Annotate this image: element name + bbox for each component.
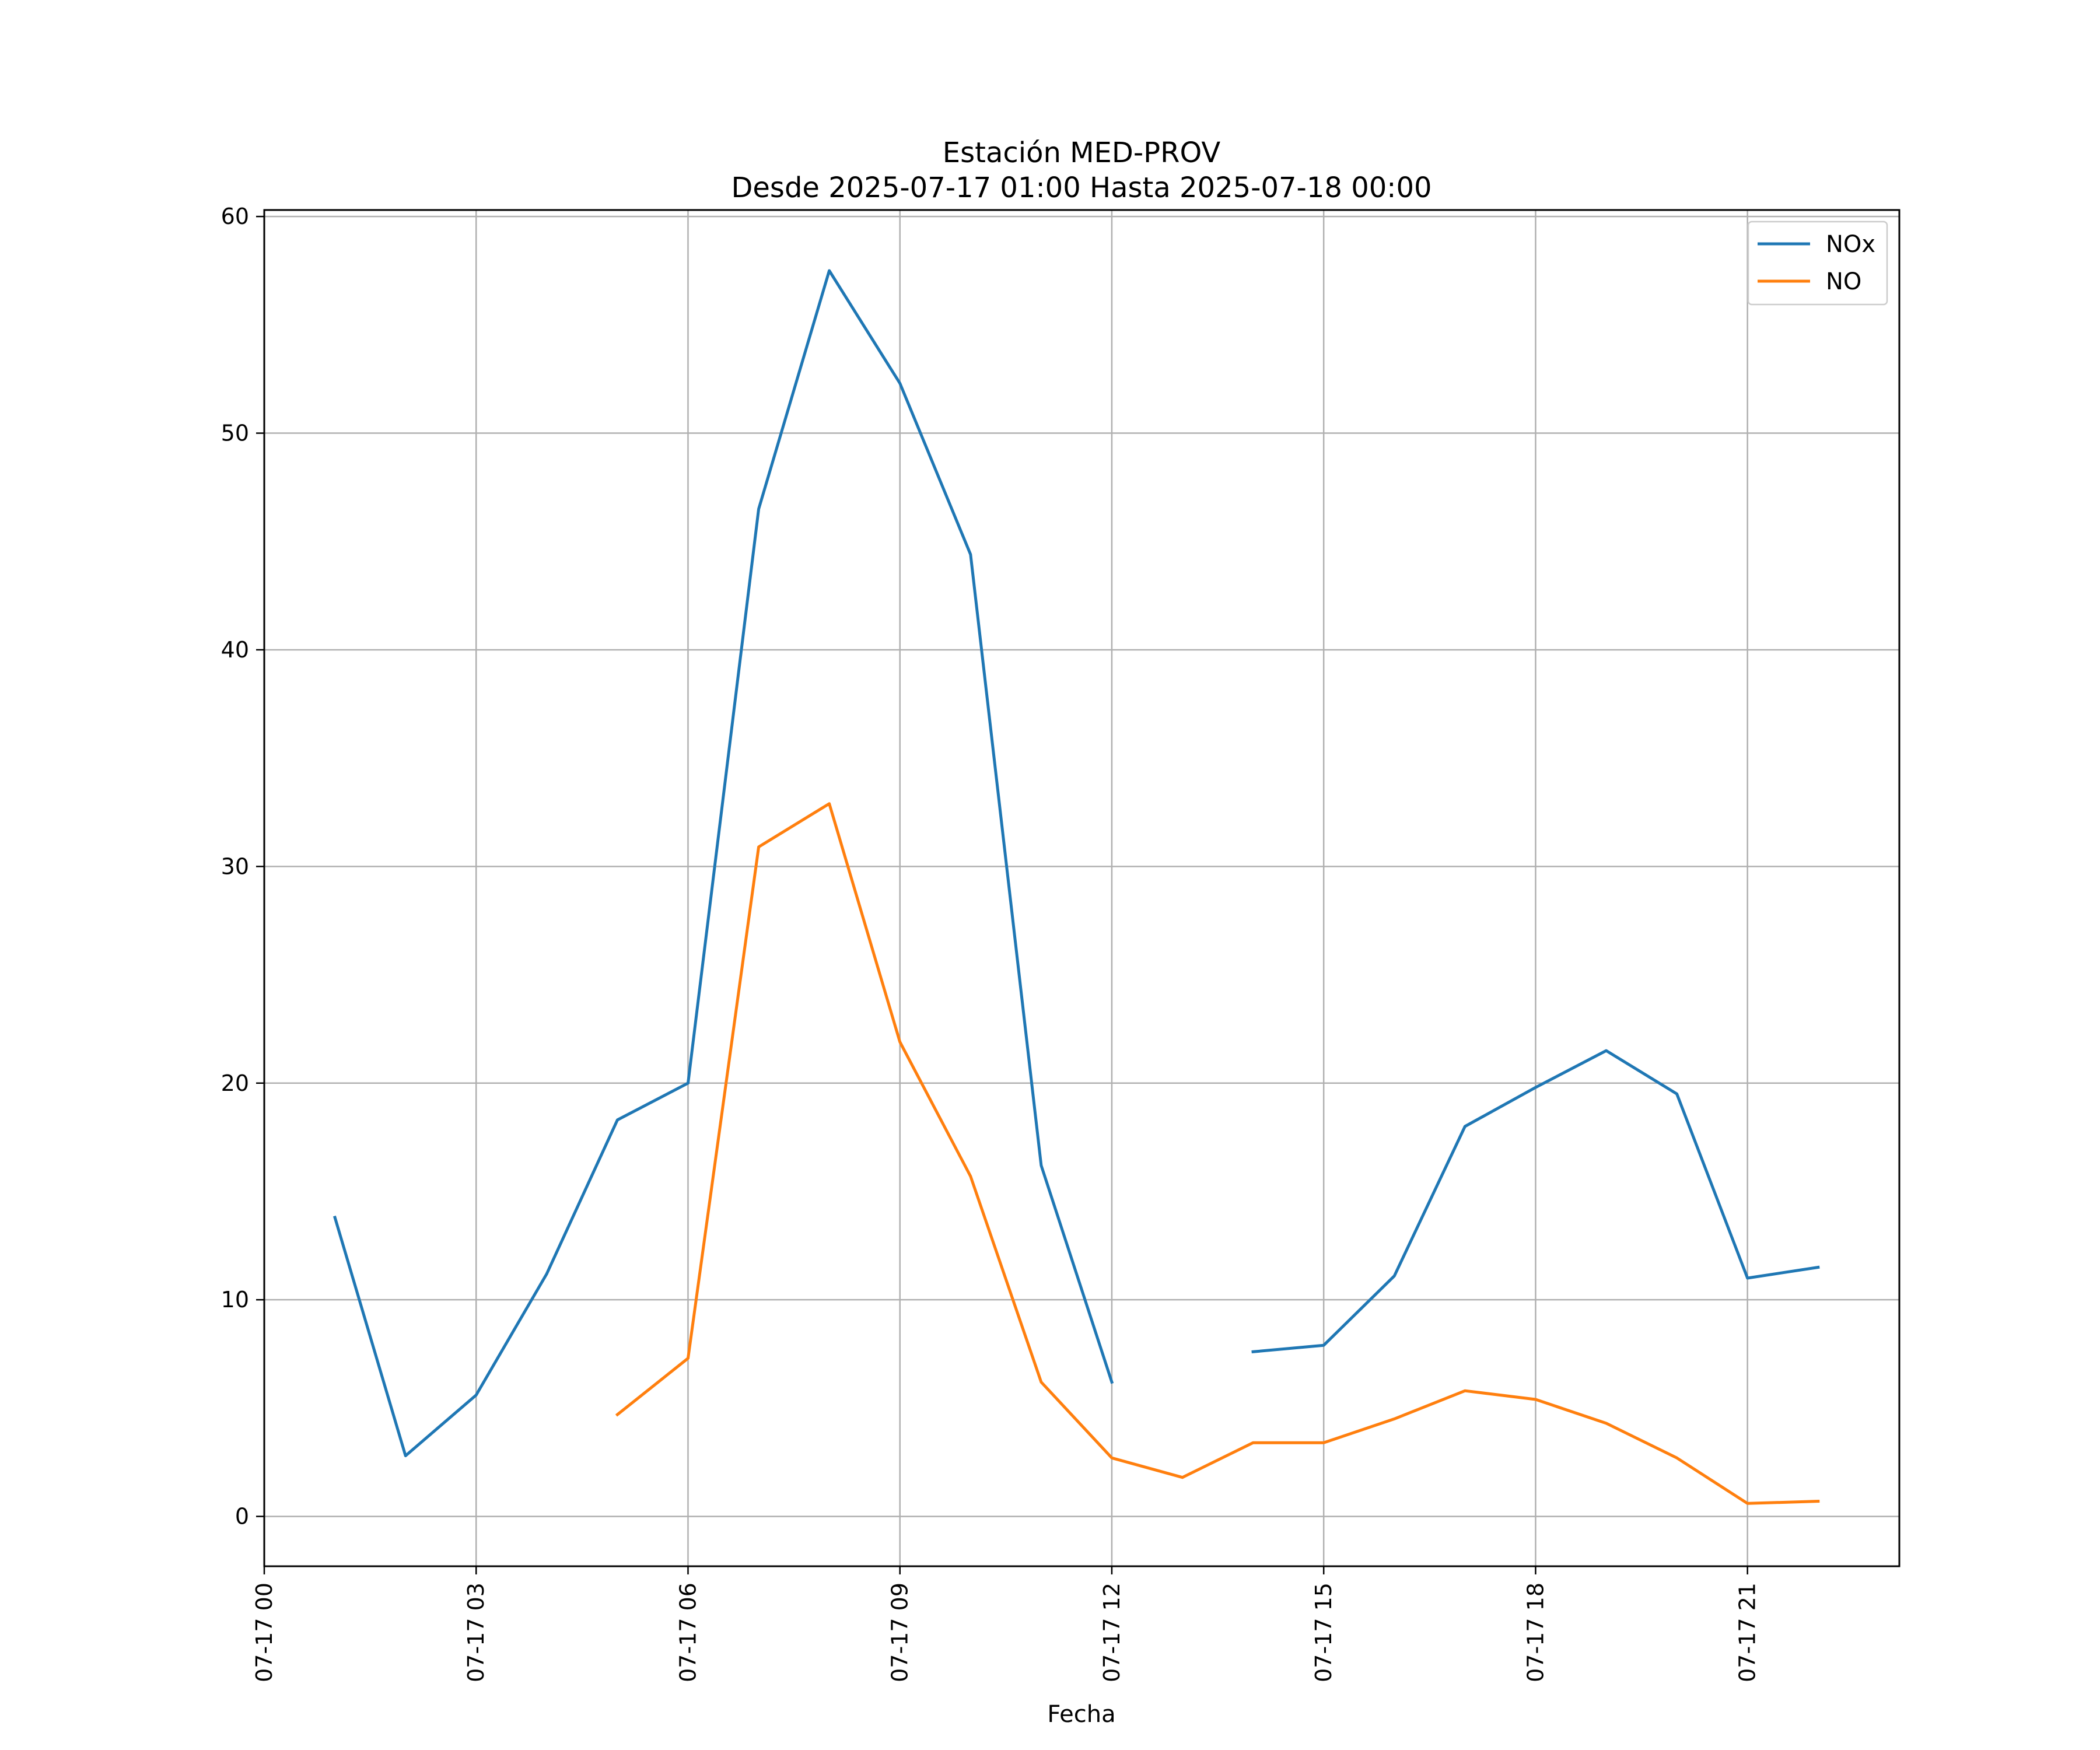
y-tick-label: 60 xyxy=(221,204,249,229)
legend-label-no: NO xyxy=(1826,268,1861,295)
chart-subtitle: Desde 2025-07-17 01:00 Hasta 2025-07-18 … xyxy=(731,172,1432,204)
series-line-no xyxy=(615,802,1820,1505)
plot-area-frame xyxy=(263,209,1901,1567)
chart-title: Estación MED-PROV xyxy=(943,136,1221,169)
y-tick-label: 30 xyxy=(221,853,249,879)
y-axis-ticks: 0 10 20 30 40 50 60 xyxy=(221,204,264,1530)
y-tick-label: 0 xyxy=(235,1504,249,1530)
x-tick-label: 07-17 15 xyxy=(1311,1583,1336,1682)
legend: NOx NO xyxy=(1747,220,1888,306)
x-tick-label: 07-17 06 xyxy=(675,1583,701,1682)
legend-label-nox: NOx xyxy=(1826,231,1875,258)
y-tick-label: 20 xyxy=(221,1070,249,1096)
y-tick-label: 50 xyxy=(221,421,249,446)
x-axis-label: Fecha xyxy=(1047,1701,1115,1728)
series-line-nox xyxy=(332,269,1114,1458)
x-tick-label: 07-17 00 xyxy=(251,1583,277,1682)
y-tick-label: 40 xyxy=(221,637,249,663)
x-tick-label: 07-17 18 xyxy=(1522,1583,1548,1682)
plot-lines xyxy=(332,269,1820,1505)
series-line-nox xyxy=(1251,1049,1820,1354)
x-tick-label: 07-17 09 xyxy=(887,1583,913,1682)
y-tick-label: 10 xyxy=(221,1287,249,1312)
x-axis-ticks: 07-17 00 07-17 03 07-17 06 07-17 09 07-17 12… xyxy=(251,1566,1760,1682)
x-tick-label: 07-17 12 xyxy=(1099,1583,1125,1682)
x-tick-label: 07-17 03 xyxy=(463,1583,489,1682)
x-tick-label: 07-17 21 xyxy=(1735,1583,1760,1682)
grid xyxy=(263,210,1899,1566)
